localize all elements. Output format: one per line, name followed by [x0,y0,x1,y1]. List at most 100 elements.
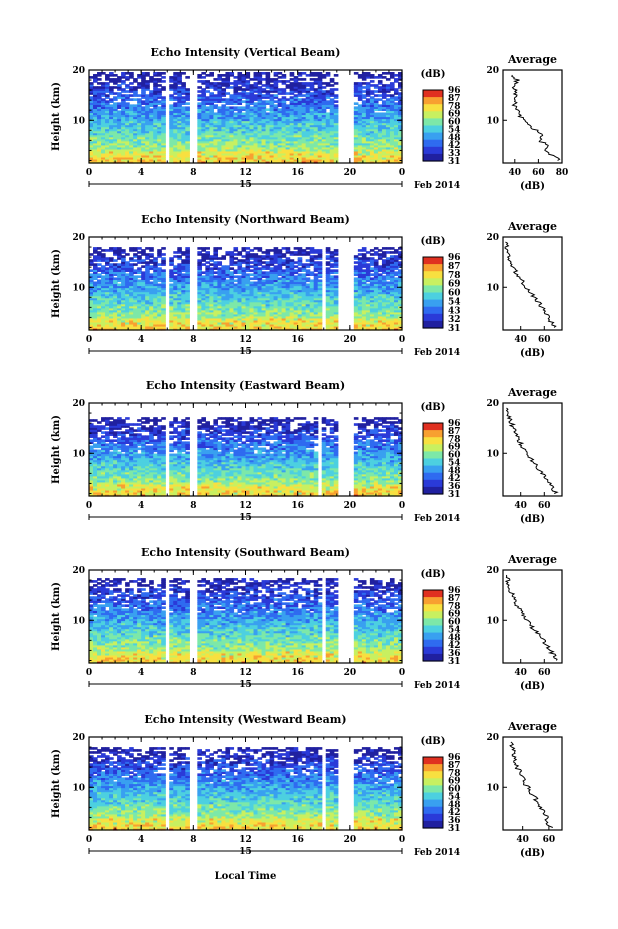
heatmap-cell [157,263,162,266]
heatmap-cell [89,88,94,91]
heatmap-cell [125,110,130,114]
heatmap-cell [117,92,122,95]
heatmap-cell [129,140,134,144]
profile-y-tick-label: 10 [486,116,499,126]
heatmap-cell [105,136,110,140]
heatmap-cell [109,130,114,134]
heatmap-cell [169,84,174,87]
heatmap-cell [253,253,259,256]
heatmap-cell [229,106,235,110]
heatmap-cell [297,273,303,277]
heatmap-cell [157,154,162,158]
heatmap-cell [321,86,327,89]
heatmap-cell [209,263,214,266]
heatmap-cell [161,150,166,154]
heatmap-cell [149,92,154,95]
heatmap-cell [233,269,239,272]
heatmap-cell [101,84,106,87]
heatmap-cell [157,112,162,116]
heatmap-cell [133,263,138,266]
heatmap-cell [93,255,98,258]
heatmap-cell [169,114,174,118]
heatmap-cell [321,82,327,85]
heatmap-cell [141,120,146,124]
heatmap-cell [89,259,94,262]
heatmap-cell [157,150,162,154]
heatmap-cell [117,120,122,124]
heatmap-cell [141,84,146,87]
heatmap-cell [197,74,202,77]
heatmap-cell [117,134,122,138]
heatmap-cell [153,94,158,97]
heatmap-cell [161,106,166,110]
heatmap-cell [153,126,158,130]
heatmap-cell [265,271,271,274]
heatmap-cell [325,100,331,103]
heatmap-cell [301,72,307,75]
heatmap-cell [93,130,98,134]
heatmap-cell [285,247,291,250]
heatmap-cell [125,160,130,164]
heatmap-cell [241,106,247,110]
heatmap-cell [121,132,126,136]
heatmap-cell [105,100,110,103]
heatmap-cell [101,106,106,110]
heatmap-cell [145,128,150,132]
heatmap-cell [109,108,114,112]
heatmap-cell [93,94,98,97]
heatmap-cell [97,116,102,120]
heatmap-cell [217,106,223,110]
heatmap-cell [197,251,202,254]
heatmap-cell [169,116,174,120]
heatmap-cell [205,265,210,268]
heatmap-cell [105,138,110,142]
heatmap-cell [129,112,134,116]
heatmap-cell [105,142,110,146]
heatmap-cell [353,82,359,85]
heatmap-cell [173,158,178,162]
heatmap-cell [273,72,279,75]
heatmap-cell [101,94,106,97]
heatmap-cell [313,249,319,252]
heatmap-cell [281,88,287,91]
panel-2: Echo Intensity (Northward Beam)2010Heigh… [51,213,563,359]
heatmap-cell [113,124,118,128]
heatmap-cell [109,88,114,91]
heatmap-cell [153,156,158,160]
heatmap-cell [381,100,387,103]
heatmap-cell [117,86,122,89]
heatmap-cell [289,96,295,99]
heatmap-cell [93,80,98,83]
heatmap-cell [117,144,122,148]
heatmap-cell [149,253,154,256]
heatmap-cell [157,158,162,162]
heatmap-cell [201,247,206,250]
heatmap-cell [89,154,94,158]
heatmap-cell [93,156,98,160]
heatmap-cell [125,86,130,89]
heatmap-cell [153,100,158,103]
heatmap-cell [125,132,130,136]
heatmap-cell [153,82,158,85]
heatmap-cell [201,80,206,83]
heatmap-cell [129,74,134,77]
heatmap-cell [213,247,219,250]
heatmap-cell [93,158,98,162]
heatmap-cell [169,146,174,150]
heatmap-cell [125,90,130,93]
heatmap-cell [133,110,138,114]
heatmap-cell [137,144,142,148]
heatmap-cell [221,98,227,101]
heatmap-cell [113,277,118,281]
heatmap-cell [113,86,118,89]
heatmap-cell [121,120,126,124]
heatmap-cell [261,271,267,274]
heatmap-cell [249,253,255,256]
heatmap-cell [109,144,114,148]
heatmap-cell [97,142,102,146]
heatmap-cell [137,124,142,128]
heatmap-cell [89,114,94,118]
heatmap-cell [113,142,118,146]
heatmap-cell [173,130,178,134]
heatmap-cell [105,156,110,160]
